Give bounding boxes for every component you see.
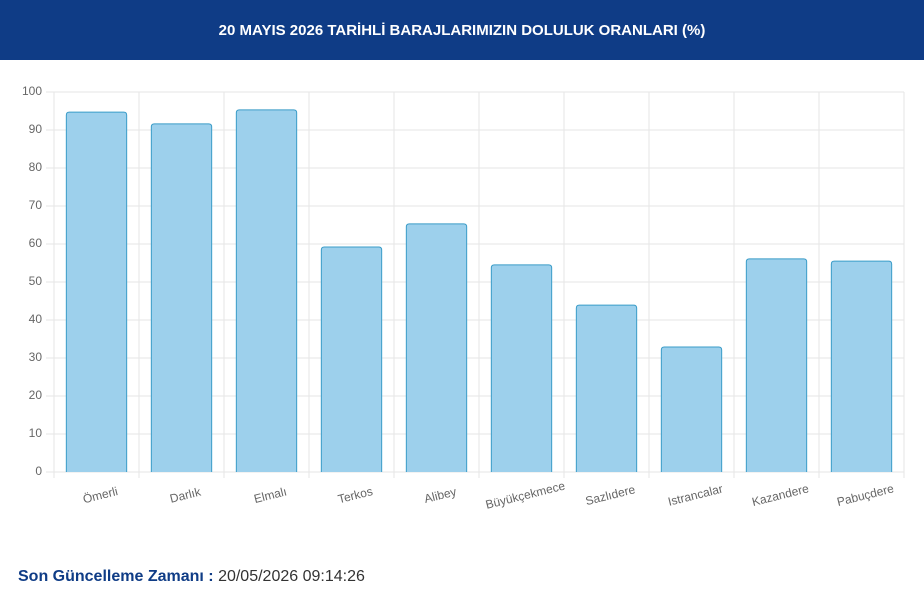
y-tick-label: 50 [29, 274, 43, 288]
bar [65, 111, 128, 472]
y-tick-label: 60 [29, 236, 43, 250]
footer-label: Son Güncelleme Zamanı : [18, 568, 214, 585]
y-tick-label: 10 [29, 426, 43, 440]
footer: Son Güncelleme Zamanı : 20/05/2026 09:14… [18, 568, 365, 586]
x-tick-label: Kazandere [750, 481, 810, 509]
x-tick-label: Terkos [336, 484, 374, 506]
x-tick-label: Ömerli [81, 484, 119, 506]
x-tick-label: Sazlıdere [584, 482, 637, 508]
bar [490, 264, 553, 472]
y-tick-label: 30 [29, 350, 43, 364]
y-tick-label: 100 [22, 84, 42, 98]
footer-timestamp: 20/05/2026 09:14:26 [218, 568, 365, 585]
y-tick-label: 40 [29, 312, 43, 326]
bar [660, 346, 723, 472]
x-tick-label: Darlık [168, 484, 203, 505]
bar [150, 123, 213, 472]
y-tick-label: 80 [29, 160, 43, 174]
x-tick-label: Pabuçdere [835, 481, 895, 509]
y-tick-label: 90 [29, 122, 43, 136]
chart: 0 10 20 30 40 50 60 70 80 90 100 Ömerli Darlık Elmalı… [22, 84, 905, 512]
bar [745, 258, 808, 472]
x-tick-label: Alibey [423, 484, 458, 505]
bar [830, 260, 893, 472]
bar [320, 246, 383, 472]
x-tick-label: Istrancalar [666, 482, 724, 509]
y-tick-label: 20 [29, 388, 43, 402]
x-tick-label: Elmalı [252, 484, 288, 506]
y-tick-label: 0 [35, 464, 42, 478]
bar [235, 109, 298, 472]
x-tick-label: Büyükçekmece [484, 478, 567, 511]
chart-title: 20 MAYIS 2026 TARİHLİ BARAJLARIMIZIN DOL… [0, 0, 924, 60]
bar [575, 304, 638, 472]
y-tick-label: 70 [29, 198, 43, 212]
bar [405, 223, 468, 472]
